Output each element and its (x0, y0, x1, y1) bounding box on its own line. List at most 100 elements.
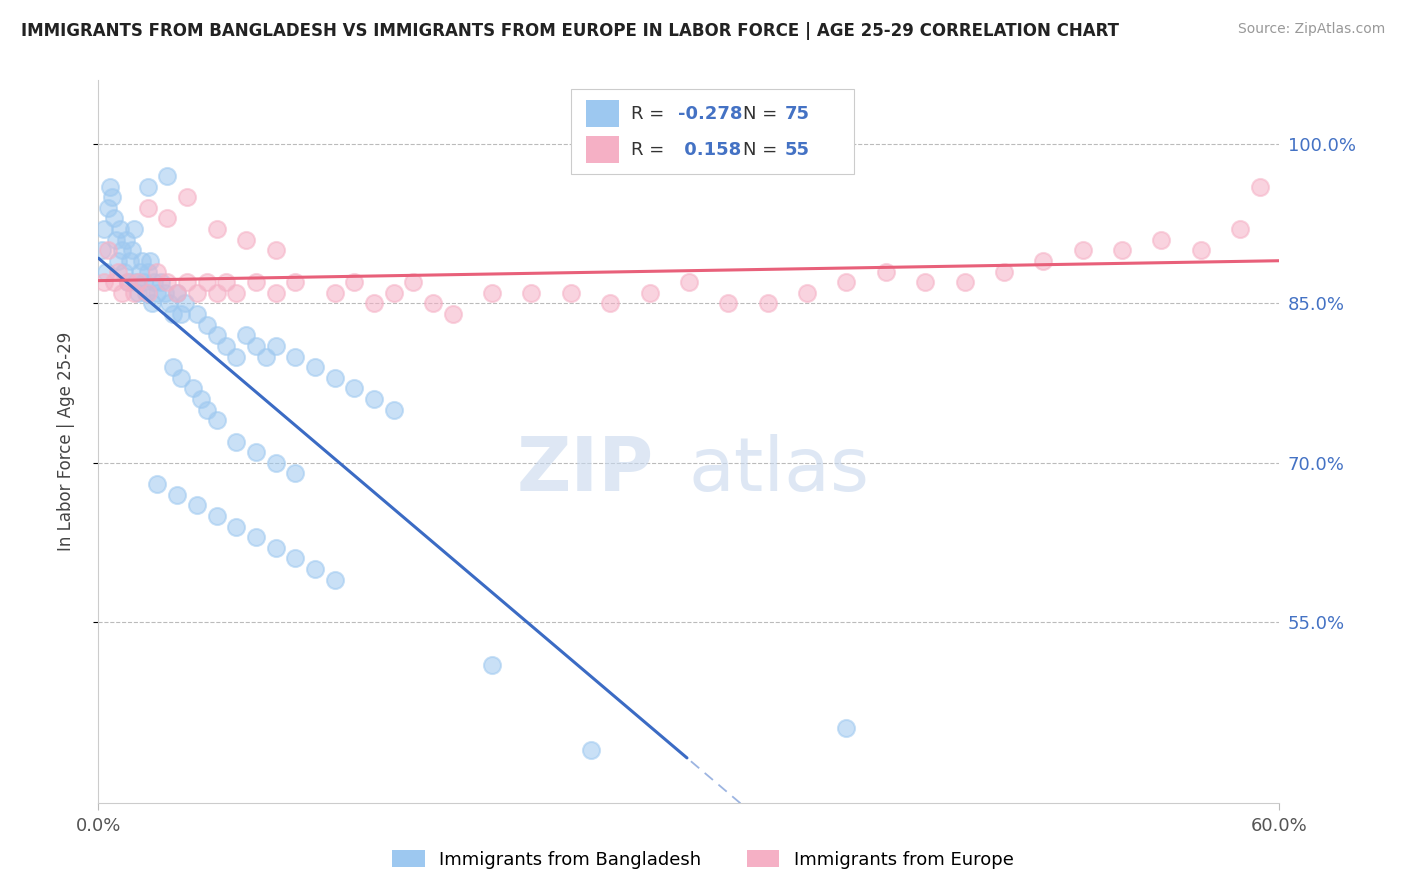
Point (157, 296, 180, 310)
Point (195, 402, 218, 417)
Point (97, 244, 120, 258)
Point (170, 307, 193, 321)
Bar (586, 136, 619, 163)
Point (131, 254, 153, 268)
Point (91, 244, 114, 258)
Point (560, 285, 582, 300)
Point (235, 233, 257, 247)
Point (115, 233, 138, 247)
Point (363, 296, 385, 310)
Point (186, 307, 208, 321)
FancyBboxPatch shape (571, 89, 855, 174)
Point (132, 275, 155, 289)
Point (343, 381, 366, 395)
Point (245, 339, 267, 353)
Point (118, 254, 141, 268)
Point (117, 275, 139, 289)
Point (156, 211, 179, 226)
Point (141, 296, 163, 310)
Point (155, 285, 177, 300)
Text: Source: ZipAtlas.com: Source: ZipAtlas.com (1237, 22, 1385, 37)
Point (264, 285, 287, 300)
Point (105, 233, 128, 247)
Point (128, 264, 150, 278)
Point (1249, 179, 1271, 194)
Text: N =: N = (744, 141, 783, 159)
Point (215, 275, 238, 289)
Point (225, 519, 247, 533)
Text: R =: R = (631, 141, 671, 159)
Point (121, 244, 143, 258)
Point (111, 285, 134, 300)
Point (107, 254, 129, 268)
Point (441, 307, 464, 321)
Text: -0.278: -0.278 (678, 104, 742, 122)
Point (245, 275, 267, 289)
Point (103, 211, 125, 226)
Point (1071, 244, 1094, 258)
Point (1111, 244, 1133, 258)
Point (205, 328, 228, 343)
Point (174, 296, 197, 310)
Point (136, 201, 159, 215)
Point (93, 275, 115, 289)
Point (875, 264, 897, 278)
Point (638, 285, 661, 300)
Point (264, 244, 287, 258)
Point (323, 573, 346, 587)
Point (1189, 244, 1212, 258)
Point (225, 285, 247, 300)
Point (343, 275, 366, 289)
Point (181, 381, 204, 395)
Text: IMMIGRANTS FROM BANGLADESH VS IMMIGRANTS FROM EUROPE IN LABOR FORCE | AGE 25-29 : IMMIGRANTS FROM BANGLADESH VS IMMIGRANTS… (21, 22, 1119, 40)
Point (284, 350, 307, 364)
Text: 75: 75 (785, 104, 810, 122)
Legend: Immigrants from Bangladesh, Immigrants from Europe: Immigrants from Bangladesh, Immigrants f… (385, 843, 1021, 876)
Point (717, 296, 740, 310)
Point (205, 222, 228, 236)
Bar (586, 100, 619, 128)
Point (835, 275, 858, 289)
Point (993, 264, 1015, 278)
Point (579, 742, 602, 756)
Point (136, 264, 159, 278)
Point (93, 222, 115, 236)
Point (146, 264, 169, 278)
Text: atlas: atlas (689, 434, 870, 507)
Point (835, 722, 858, 736)
Point (520, 285, 543, 300)
Point (103, 275, 125, 289)
Point (176, 275, 198, 289)
Point (156, 275, 179, 289)
Point (284, 275, 307, 289)
Point (225, 350, 247, 364)
Text: 55: 55 (785, 141, 810, 159)
Text: N =: N = (744, 104, 783, 122)
Point (363, 392, 385, 406)
Point (186, 498, 208, 512)
Y-axis label: In Labor Force | Age 25-29: In Labor Force | Age 25-29 (56, 332, 75, 551)
Point (127, 275, 149, 289)
Point (112, 264, 135, 278)
Point (166, 488, 188, 502)
Point (245, 445, 267, 459)
Point (138, 254, 160, 268)
Point (245, 530, 267, 544)
Point (402, 275, 425, 289)
Point (599, 296, 621, 310)
Point (108, 222, 131, 236)
Point (323, 371, 346, 385)
Point (166, 285, 188, 300)
Point (125, 275, 148, 289)
Point (914, 275, 936, 289)
Point (186, 285, 208, 300)
Point (162, 307, 184, 321)
Point (205, 413, 228, 427)
Point (304, 360, 326, 375)
Point (101, 190, 124, 204)
Point (97, 201, 120, 215)
Point (304, 562, 326, 576)
Point (284, 551, 307, 566)
Point (162, 360, 184, 375)
Point (117, 275, 139, 289)
